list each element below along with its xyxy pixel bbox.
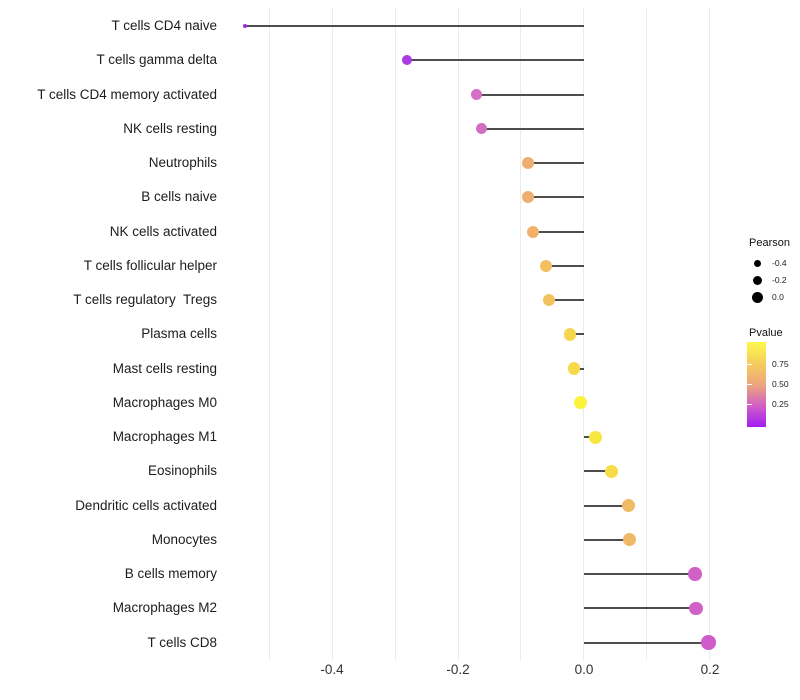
lollipop-dot bbox=[589, 430, 603, 444]
y-axis-label: Monocytes bbox=[151, 531, 217, 547]
pearson-size-dot bbox=[751, 291, 763, 303]
x-axis: -0.4 -0.2 0.0 0.2 bbox=[227, 662, 737, 684]
lollipop-dot bbox=[476, 123, 488, 135]
y-axis-label: Mast cells resting bbox=[112, 360, 217, 376]
y-axis-label: T cells CD8 bbox=[147, 634, 217, 650]
lollipop-stem bbox=[583, 573, 695, 575]
y-axis-label: B cells memory bbox=[124, 566, 217, 581]
lollipop-dot bbox=[563, 328, 577, 341]
y-axis-label: Neutrophils bbox=[148, 155, 217, 170]
y-axis-label: Plasma cells bbox=[141, 326, 217, 342]
lollipop-dot bbox=[401, 55, 412, 66]
lollipop-stem bbox=[570, 333, 584, 336]
gridline bbox=[331, 8, 333, 660]
lollipop-dot bbox=[623, 533, 637, 547]
colorbar-label: 0.75 bbox=[772, 358, 789, 369]
gridline bbox=[583, 8, 585, 660]
gridline bbox=[268, 8, 270, 660]
lollipop-dot bbox=[526, 225, 539, 238]
gridline bbox=[457, 8, 459, 660]
pvalue-legend-title: Pvalue bbox=[749, 327, 783, 339]
plot-panel bbox=[227, 8, 737, 660]
lollipop-dot bbox=[701, 635, 716, 650]
pearson-size-label: -0.4 bbox=[772, 258, 787, 268]
y-axis-label: T cells CD4 memory activated bbox=[37, 86, 217, 102]
lollipop-stem bbox=[583, 504, 629, 507]
y-axis-label: Macrophages M0 bbox=[112, 394, 217, 410]
colorbar-tick bbox=[747, 404, 752, 405]
gridline bbox=[709, 8, 711, 660]
lollipop-dot bbox=[470, 89, 482, 100]
colorbar-label: 0.50 bbox=[772, 378, 789, 389]
y-axis-label: T cells regulatory Tregs bbox=[73, 292, 217, 307]
gridline bbox=[646, 8, 648, 660]
lollipop-stem bbox=[583, 641, 709, 644]
y-axis-labels: T cells CD4 naive T cells gamma delta T ce… bbox=[0, 8, 217, 660]
lollipop-stem bbox=[245, 25, 584, 27]
pearson-size-dot bbox=[753, 259, 761, 267]
lollipop-dot bbox=[521, 191, 534, 204]
lollipop-stem bbox=[527, 162, 584, 164]
lollipop-stem bbox=[527, 196, 584, 199]
lollipop-dot bbox=[243, 24, 248, 28]
lollipop-dot bbox=[621, 499, 635, 512]
y-axis-label: Eosinophils bbox=[147, 463, 217, 479]
lollipop-dot bbox=[521, 157, 534, 169]
x-tick-label: 0.2 bbox=[700, 662, 720, 677]
y-axis-label: B cells naive bbox=[141, 189, 217, 205]
y-axis-label: Macrophages M2 bbox=[112, 600, 217, 616]
lollipop-stem bbox=[583, 607, 697, 610]
y-axis-label: NK cells activated bbox=[109, 223, 217, 239]
lollipop-dot bbox=[604, 464, 618, 478]
lollipop-dot bbox=[689, 601, 703, 615]
lollipop-stem bbox=[583, 538, 630, 541]
pearson-size-label: -0.2 bbox=[772, 275, 787, 285]
x-tick-label: -0.4 bbox=[320, 662, 344, 677]
y-axis-label: Dendritic cells activated bbox=[75, 497, 217, 513]
y-axis-label: T cells CD4 naive bbox=[111, 18, 217, 33]
y-axis-label: Macrophages M1 bbox=[112, 429, 217, 444]
gridline bbox=[394, 8, 396, 660]
gridline bbox=[520, 8, 522, 660]
lollipop-stem bbox=[532, 230, 584, 233]
lollipop-stem bbox=[546, 264, 584, 267]
pearson-size-label: 0.0 bbox=[772, 292, 784, 302]
lollipop-dot bbox=[688, 567, 702, 581]
x-tick-label: 0.0 bbox=[574, 662, 594, 677]
lollipop-dot bbox=[567, 362, 581, 375]
lollipop-dot bbox=[542, 294, 555, 306]
colorbar-tick bbox=[747, 364, 752, 365]
legend: Pearson -0.4 -0.2 0.0 Pvalue 0.75 0.50 0.25 bbox=[735, 0, 800, 700]
y-axis-label: NK cells resting bbox=[123, 120, 217, 136]
x-tick-label: -0.2 bbox=[446, 662, 470, 677]
y-axis-label: T cells gamma delta bbox=[96, 52, 217, 68]
lollipop-stem bbox=[406, 59, 584, 62]
lollipop-stem bbox=[548, 299, 584, 301]
pvalue-colorbar-gradient bbox=[747, 342, 766, 427]
lollipop-dot bbox=[574, 396, 588, 410]
colorbar-tick bbox=[747, 384, 752, 385]
y-axis-label: T cells follicular helper bbox=[83, 257, 217, 273]
lollipop-stem bbox=[583, 470, 612, 473]
pearson-legend-title: Pearson bbox=[749, 237, 790, 249]
lollipop-stem bbox=[481, 127, 584, 130]
colorbar-label: 0.25 bbox=[772, 398, 789, 409]
lollipop-stem bbox=[476, 93, 584, 96]
lollipop-dot bbox=[540, 259, 553, 272]
pearson-size-dot bbox=[752, 275, 762, 285]
